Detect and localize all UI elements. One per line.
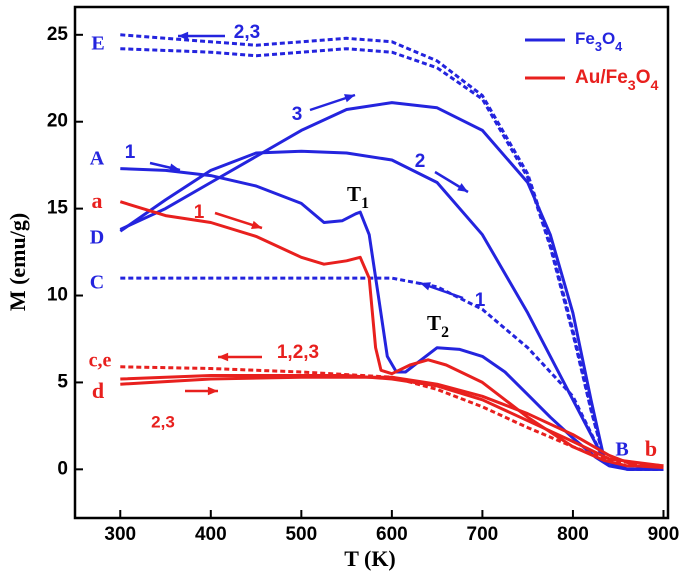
annotation: T1 bbox=[347, 182, 369, 212]
curve bbox=[119, 200, 664, 468]
x-axis-title: T (K) bbox=[344, 546, 396, 571]
arrow-head bbox=[457, 183, 468, 192]
y-tick-label: 0 bbox=[57, 458, 68, 479]
arrow-head bbox=[420, 282, 431, 291]
annotation: 2,3 bbox=[151, 412, 175, 431]
arrow-head bbox=[207, 386, 218, 396]
annotation: C bbox=[90, 272, 104, 294]
x-tick-label: 800 bbox=[557, 524, 589, 545]
annotation: 1 bbox=[475, 290, 486, 311]
curve bbox=[119, 149, 664, 471]
annotation: 1 bbox=[125, 142, 136, 163]
annotation: E bbox=[91, 33, 104, 55]
annotation: B bbox=[615, 439, 628, 461]
annotation: 1 bbox=[194, 202, 205, 223]
plot-frame bbox=[73, 5, 670, 520]
annotation: d bbox=[92, 378, 104, 403]
y-tick-label: 25 bbox=[47, 24, 69, 45]
arrow-head bbox=[251, 220, 262, 230]
annotation: 2 bbox=[415, 151, 426, 172]
x-tick-label: 700 bbox=[467, 524, 499, 545]
arrow-head bbox=[178, 31, 189, 41]
y-tick-label: 20 bbox=[47, 111, 68, 132]
curve bbox=[120, 167, 664, 471]
legend-label: Fe3O4 bbox=[575, 29, 623, 53]
y-axis-title: M (emu/g) bbox=[5, 213, 30, 311]
annotation: a bbox=[92, 188, 103, 213]
y-tick-label: 15 bbox=[47, 198, 69, 219]
arrow-head bbox=[344, 94, 355, 103]
curve bbox=[120, 374, 664, 468]
curve bbox=[120, 375, 664, 470]
x-tick-label: 400 bbox=[195, 524, 227, 545]
curve bbox=[120, 33, 664, 471]
annotation: D bbox=[90, 227, 104, 249]
annotation: 3 bbox=[292, 104, 303, 125]
x-tick-label: 900 bbox=[648, 524, 680, 545]
annotation: T2 bbox=[427, 311, 449, 341]
x-tick-label: 600 bbox=[376, 524, 408, 545]
curve bbox=[120, 47, 664, 471]
annotation: 1,2,3 bbox=[277, 342, 319, 363]
annotation: 2,3 bbox=[234, 22, 260, 43]
arrow-head bbox=[218, 352, 229, 362]
arrow-head bbox=[169, 163, 180, 172]
legend-label: Au/Fe3O4 bbox=[575, 67, 659, 94]
annotation: b bbox=[645, 436, 657, 461]
y-tick-label: 10 bbox=[47, 285, 68, 306]
x-tick-label: 500 bbox=[285, 524, 317, 545]
annotation: A bbox=[90, 148, 105, 170]
y-tick-label: 5 bbox=[57, 371, 68, 392]
annotation: c,e bbox=[89, 350, 112, 372]
x-tick-label: 300 bbox=[104, 524, 136, 545]
